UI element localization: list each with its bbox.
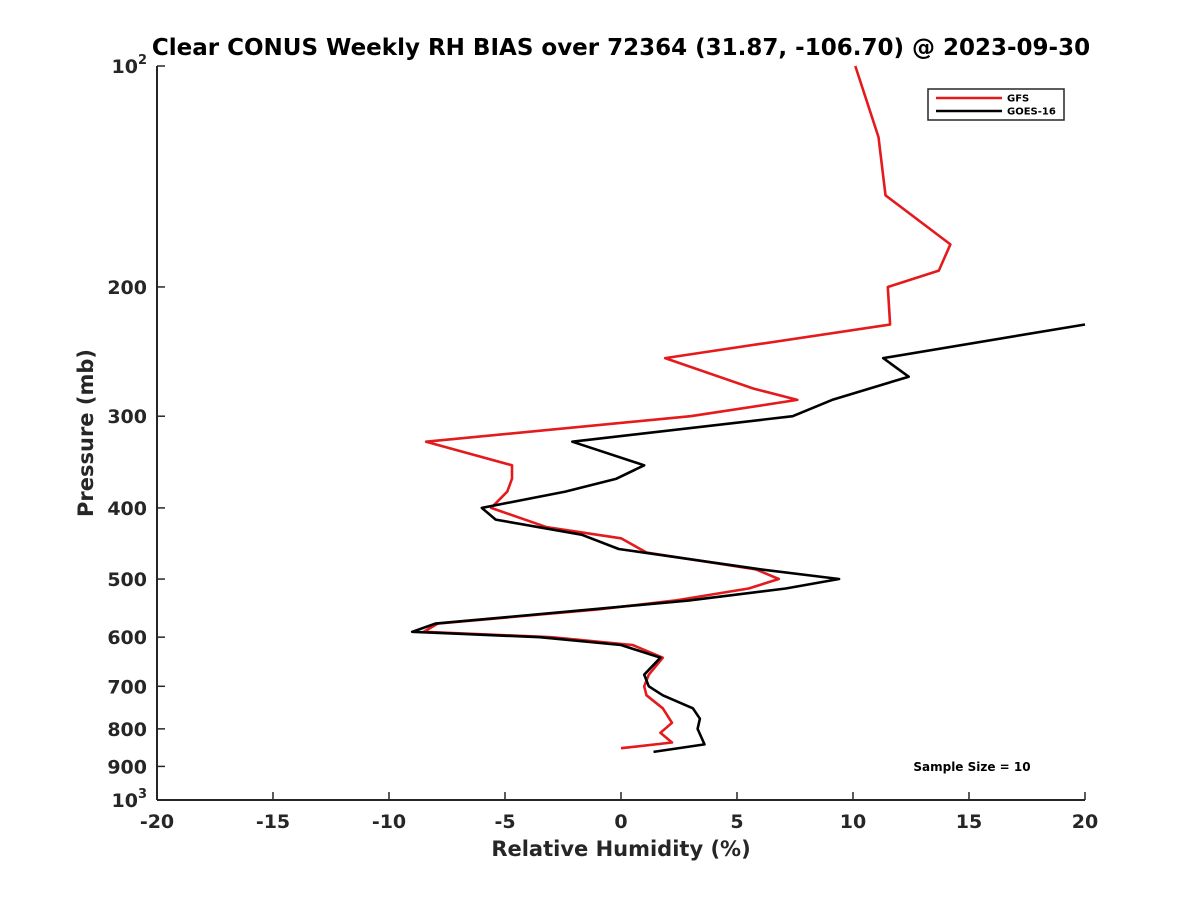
series-line-goes-16 xyxy=(410,323,1086,754)
sample-size-annotation: Sample Size = 10 xyxy=(913,760,1030,774)
x-tick-label: -15 xyxy=(256,811,290,833)
legend-label: GOES-16 xyxy=(1007,107,1056,118)
x-tick-label: -20 xyxy=(140,811,174,833)
y-tick-label: 400 xyxy=(107,498,147,520)
x-tick-label: 20 xyxy=(1072,811,1098,833)
plot-area xyxy=(410,65,1086,754)
y-tick-label: 600 xyxy=(107,627,147,649)
x-tick-label: 15 xyxy=(956,811,982,833)
legend-box xyxy=(927,88,1065,121)
legend-label: GFS xyxy=(1007,94,1029,105)
x-tick-label: -10 xyxy=(372,811,406,833)
y-tick-label: 103 xyxy=(112,787,148,812)
x-tick-label: 10 xyxy=(840,811,866,833)
series-line-gfs xyxy=(422,65,952,750)
y-tick-label: 900 xyxy=(107,756,147,778)
y-tick-label: 800 xyxy=(107,719,147,741)
y-axis-label: Pressure (mb) xyxy=(74,349,98,517)
y-tick-label: 500 xyxy=(107,569,147,591)
x-tick-label: 0 xyxy=(614,811,627,833)
y-tick-label: 700 xyxy=(107,676,147,698)
y-tick-label: 200 xyxy=(107,277,147,299)
x-tick-label: 5 xyxy=(730,811,743,833)
series-group xyxy=(410,65,1086,754)
y-tick-label: 102 xyxy=(112,53,148,78)
axes: -20 -15 -10 -5 0 5 10 15 20 102 200 300 400 500 600 700… xyxy=(107,53,1098,833)
x-axis-label: Relative Humidity (%) xyxy=(491,837,750,861)
legend: GFS GOES-16 xyxy=(927,88,1065,121)
x-tick-label: -5 xyxy=(494,811,515,833)
chart-title: Clear CONUS Weekly RH BIAS over 72364 (3… xyxy=(152,35,1090,61)
y-tick-label: 300 xyxy=(107,406,147,428)
